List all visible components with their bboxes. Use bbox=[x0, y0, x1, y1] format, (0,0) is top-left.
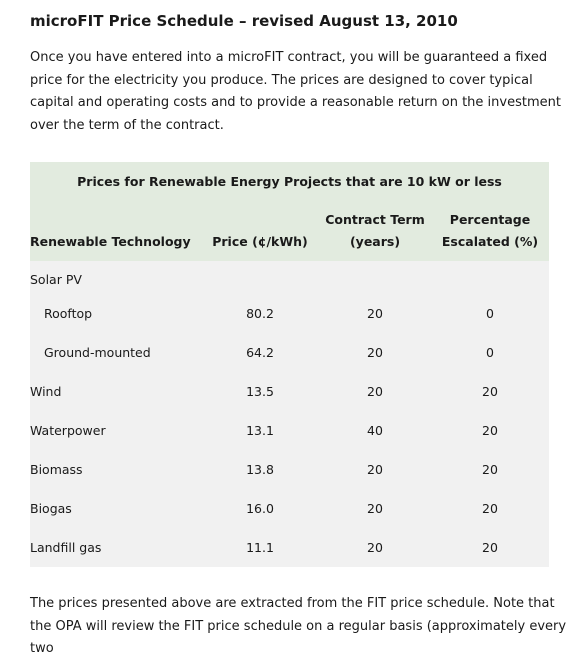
row-term: 20 bbox=[367, 345, 383, 360]
row-escalated: 0 bbox=[486, 306, 494, 321]
row-price: 64.2 bbox=[246, 345, 274, 360]
row-technology: Landfill gas bbox=[30, 540, 102, 555]
row-escalated: 20 bbox=[482, 462, 498, 477]
table-row: Biomass 13.8 20 20 bbox=[30, 459, 549, 481]
row-price: 11.1 bbox=[246, 540, 274, 555]
row-technology: Ground-mounted bbox=[44, 345, 151, 360]
page-title: microFIT Price Schedule – revised August… bbox=[30, 12, 458, 30]
row-term: 20 bbox=[367, 462, 383, 477]
row-price: 16.0 bbox=[246, 501, 274, 516]
row-escalated: 20 bbox=[482, 501, 498, 516]
row-escalated: 0 bbox=[486, 345, 494, 360]
header-percentage-escalated: Percentage Escalated (%) bbox=[435, 209, 545, 253]
closing-paragraph: The prices presented above are extracted… bbox=[30, 596, 567, 656]
header-contract-term-line1: Contract Term bbox=[325, 212, 425, 227]
table-row: Landfill gas 11.1 20 20 bbox=[30, 537, 549, 559]
row-term: 20 bbox=[367, 540, 383, 555]
row-escalated: 20 bbox=[482, 384, 498, 399]
row-price: 13.5 bbox=[246, 384, 274, 399]
header-technology: Renewable Technology bbox=[30, 234, 191, 249]
price-table: Prices for Renewable Energy Projects tha… bbox=[30, 162, 549, 567]
row-term: 20 bbox=[367, 501, 383, 516]
table-row: Rooftop 80.2 20 0 bbox=[30, 303, 549, 325]
row-term: 40 bbox=[367, 423, 383, 438]
row-price: 13.8 bbox=[246, 462, 274, 477]
header-price: Price (¢/kWh) bbox=[212, 234, 308, 249]
group-row-solar-pv: Solar PV bbox=[30, 269, 549, 291]
row-price: 80.2 bbox=[246, 306, 274, 321]
group-label: Solar PV bbox=[30, 272, 82, 287]
header-contract-term-line2: (years) bbox=[349, 234, 401, 249]
table-row: Ground-mounted 64.2 20 0 bbox=[30, 342, 549, 364]
header-escalated-line1: Percentage bbox=[449, 212, 531, 227]
row-price: 13.1 bbox=[246, 423, 274, 438]
row-escalated: 20 bbox=[482, 540, 498, 555]
row-term: 20 bbox=[367, 306, 383, 321]
header-escalated-line2: Escalated (%) bbox=[441, 234, 539, 249]
table-caption: Prices for Renewable Energy Projects tha… bbox=[77, 174, 502, 189]
header-contract-term: Contract Term (years) bbox=[315, 209, 435, 253]
row-technology: Waterpower bbox=[30, 423, 106, 438]
row-technology: Biogas bbox=[30, 501, 72, 516]
table-row: Wind 13.5 20 20 bbox=[30, 381, 549, 403]
table-header-area: Prices for Renewable Energy Projects tha… bbox=[30, 162, 549, 261]
table-row: Waterpower 13.1 40 20 bbox=[30, 420, 549, 442]
row-technology: Rooftop bbox=[44, 306, 93, 321]
table-body: Solar PV Rooftop 80.2 20 0 Ground-mounte… bbox=[30, 261, 549, 567]
row-escalated: 20 bbox=[482, 423, 498, 438]
row-technology: Biomass bbox=[30, 462, 83, 477]
table-row: Biogas 16.0 20 20 bbox=[30, 498, 549, 520]
row-term: 20 bbox=[367, 384, 383, 399]
row-technology: Wind bbox=[30, 384, 62, 399]
intro-paragraph: Once you have entered into a microFIT co… bbox=[30, 50, 561, 133]
